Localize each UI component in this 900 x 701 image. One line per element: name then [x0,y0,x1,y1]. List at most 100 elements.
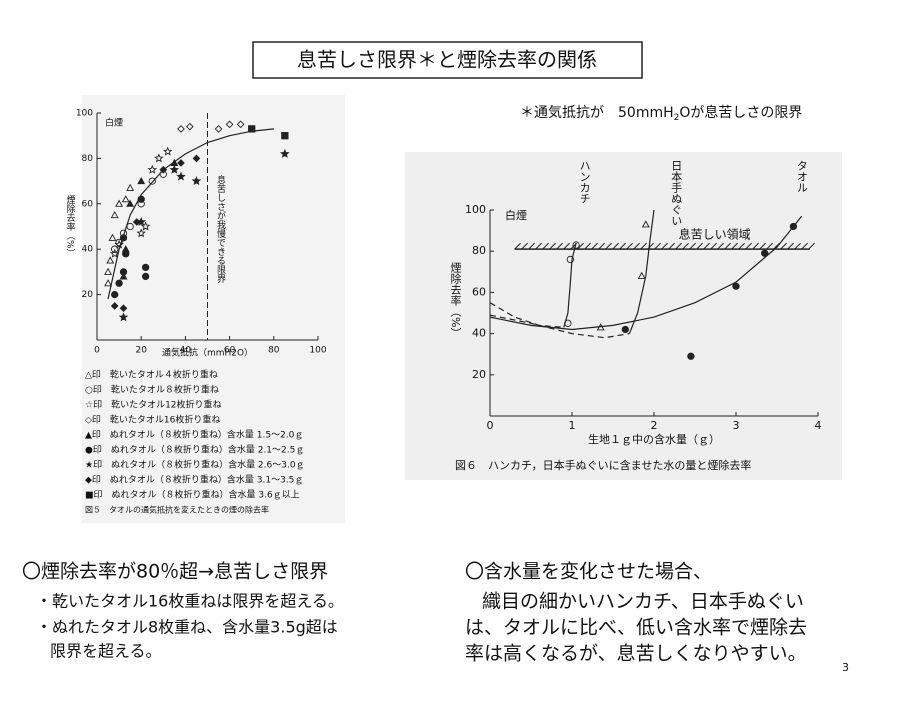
hatch [619,242,626,250]
point [162,146,173,156]
point [140,221,151,231]
y-tick-label: 100 [465,203,486,216]
x-tick-label: 100 [309,346,326,356]
left-line: ・ぬれたタオル8枚重ね、含水量3.5g超は [36,618,338,637]
hatch [724,242,731,250]
y-label: 煙除去率（%） [65,195,76,258]
y-tick-label: 80 [472,244,486,257]
point [566,255,575,264]
point [248,125,256,133]
hatch [612,242,619,250]
hatch [710,242,717,250]
curve [563,242,577,328]
caption: 図５ タオルの通気抵抗を変えたときの煙の除去率 [85,505,269,515]
point [761,249,769,257]
hatch [717,242,724,250]
point [119,304,128,313]
y-tick-label: 40 [82,245,94,255]
right-line: は、タオルに比べ、低い含水率で煙除去 [465,617,807,639]
hatch [745,242,752,250]
title-box [252,41,643,79]
legend-entry: ☆印 乾いたタオル12枚折り重ね [85,399,222,411]
point [641,220,650,228]
hatch [521,242,528,250]
legend-entry: ●印 ぬれタオル（８枚折り重ね）含水量 2.1～2.5ｇ [85,444,304,456]
point [176,171,186,181]
point [104,279,113,287]
hatch [682,242,689,250]
hatch [514,242,521,250]
x-tick-label: 0 [487,419,494,432]
x-tick-label: 1 [569,419,576,432]
y-tick-label: 20 [82,290,94,300]
point [136,228,146,238]
curve [489,215,803,331]
point [126,183,135,191]
note-part: Oが息苦しさの限界 [679,104,802,121]
note-part: ＊通気抵抗が 50mmH [520,105,674,121]
threshold-label: 息苦しい領域 [679,227,751,242]
hatch [696,242,703,250]
point [141,272,150,281]
left-line: ・乾いたタオル16枚重ねは限界を超える。 [36,592,344,611]
legend-entry: ○印 乾いたタオル８枚折り重ね [85,384,219,396]
point [191,176,202,186]
hatch [731,242,738,250]
point [137,195,145,203]
point [110,302,119,310]
curve [489,302,564,328]
hatch [626,242,633,250]
legend-entry: ■印 ぬれタオル（８枚折り重ね）含水量 3.6ｇ以上 [85,489,300,501]
right-line: 率は高くなるが、息苦しくなりやすい。 [465,643,807,665]
right-heading: 〇含水量を変化させた場合、 [465,561,712,583]
point [115,279,123,287]
note-sub: 2 [674,113,680,123]
y-tick-label: 40 [472,327,486,340]
right-line: 織目の細かいハンカチ、日本手ぬぐい [482,591,804,613]
title: 息苦しさ限界＊と煙除去率の関係 [297,48,597,72]
point [119,272,128,280]
hatch [794,242,801,250]
hatch [801,242,808,250]
hatch [591,242,598,250]
legend-entry: ★印 ぬれタオル（８枚折り重ね）含水量 2.6～3.0ｇ [85,459,305,471]
hatch [528,242,535,250]
hatch [780,242,787,250]
point [114,239,124,249]
point [214,125,223,133]
point [236,120,245,129]
hatch [535,242,542,250]
hatch [549,242,556,250]
hatch [759,242,766,250]
point [109,248,120,258]
series-label: 日本手ぬぐい [670,160,683,226]
point [154,153,164,163]
x-tick-label: 40 [180,346,192,356]
hatch [738,242,745,250]
hatch [668,242,675,250]
hatch [563,242,570,250]
y-tick-label: 60 [472,285,486,298]
x-tick-label: 4 [815,419,822,432]
y-tick-label: 60 [82,199,94,209]
legend-entry: ▲印 ぬれタオル（８枚折り重ね）含水量 1.5～2.0ｇ [85,429,303,441]
hatch [661,242,668,250]
hatch [584,242,591,250]
point [106,256,115,264]
point [789,222,798,231]
x-tick-label: 20 [135,346,147,356]
point [572,241,580,249]
point [141,263,150,272]
y-label: 煙除去率（%） [449,262,462,339]
point [192,154,201,163]
hatch [808,242,815,250]
legend-entry: ◆印 ぬれタオル（８枚折り重ね）含水量 3.1～3.5ｇ [85,474,303,486]
hatch [605,242,612,250]
point [110,211,119,219]
x-tick-label: 3 [733,419,740,432]
y-tick-label: 80 [82,154,94,164]
point [637,271,646,279]
point [118,312,129,322]
annotation: 白煙 [105,117,123,129]
